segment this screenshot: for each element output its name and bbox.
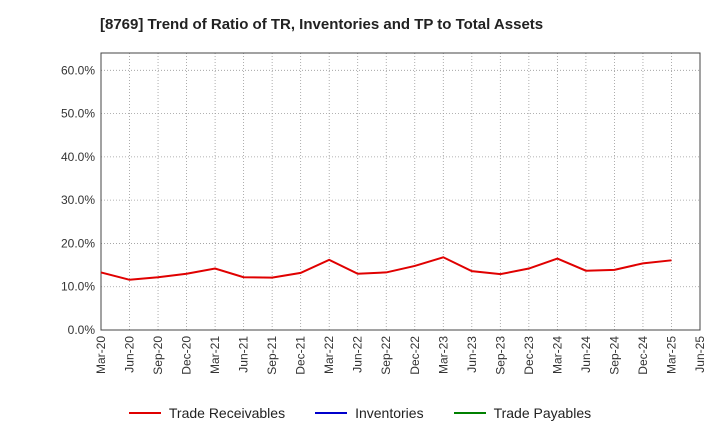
x-tick-label: Dec-21	[294, 336, 308, 375]
x-tick-label: Sep-22	[379, 336, 393, 375]
legend-swatch-trade-receivables	[128, 412, 161, 414]
x-tick-label: Dec-24	[636, 336, 650, 375]
y-tick-label: 20.0%	[61, 236, 95, 250]
x-tick-label: Dec-22	[408, 336, 422, 375]
y-tick-label: 30.0%	[61, 193, 95, 207]
x-tick-label: Sep-20	[151, 336, 165, 375]
x-tick-label: Mar-25	[664, 336, 678, 374]
x-tick-label: Mar-22	[322, 336, 336, 374]
x-tick-label: Jun-23	[465, 336, 479, 373]
x-tick-label: Jun-24	[579, 336, 593, 373]
x-tick-label: Dec-20	[180, 336, 194, 375]
legend-swatch-trade-payables	[453, 412, 486, 414]
x-tick-label: Jun-22	[351, 336, 365, 373]
x-tick-label: Mar-23	[436, 336, 450, 374]
x-tick-label: Mar-20	[94, 336, 108, 374]
x-tick-label: Dec-23	[522, 336, 536, 375]
x-tick-label: Jun-25	[693, 336, 707, 373]
legend-item-inventories: Inventories	[315, 405, 424, 421]
x-tick-label: Jun-21	[237, 336, 251, 373]
y-tick-label: 40.0%	[61, 150, 95, 164]
chart-title: [8769] Trend of Ratio of TR, Inventories…	[100, 16, 544, 33]
legend-label-trade-payables: Trade Payables	[493, 405, 592, 421]
legend-item-trade-receivables: Trade Receivables	[128, 405, 286, 421]
x-tick-label: Sep-24	[607, 336, 621, 375]
y-tick-label: 10.0%	[61, 280, 95, 294]
x-tick-label: Mar-24	[550, 336, 564, 374]
x-tick-label: Sep-21	[265, 336, 279, 375]
y-tick-label: 50.0%	[61, 107, 95, 121]
legend: Trade Receivables Inventories Trade Paya…	[0, 405, 720, 421]
x-tick-label: Mar-21	[208, 336, 222, 374]
plot-area	[100, 52, 701, 331]
legend-label-trade-receivables: Trade Receivables	[168, 405, 286, 421]
y-tick-label: 60.0%	[61, 63, 95, 77]
legend-item-trade-payables: Trade Payables	[453, 405, 592, 421]
series-line-trade-receivables	[100, 256, 672, 281]
x-tick-label: Jun-20	[123, 336, 137, 373]
legend-label-inventories: Inventories	[355, 405, 424, 421]
x-tick-label: Sep-23	[493, 336, 507, 375]
y-tick-label: 0.0%	[68, 323, 96, 337]
legend-swatch-inventories	[315, 412, 348, 414]
